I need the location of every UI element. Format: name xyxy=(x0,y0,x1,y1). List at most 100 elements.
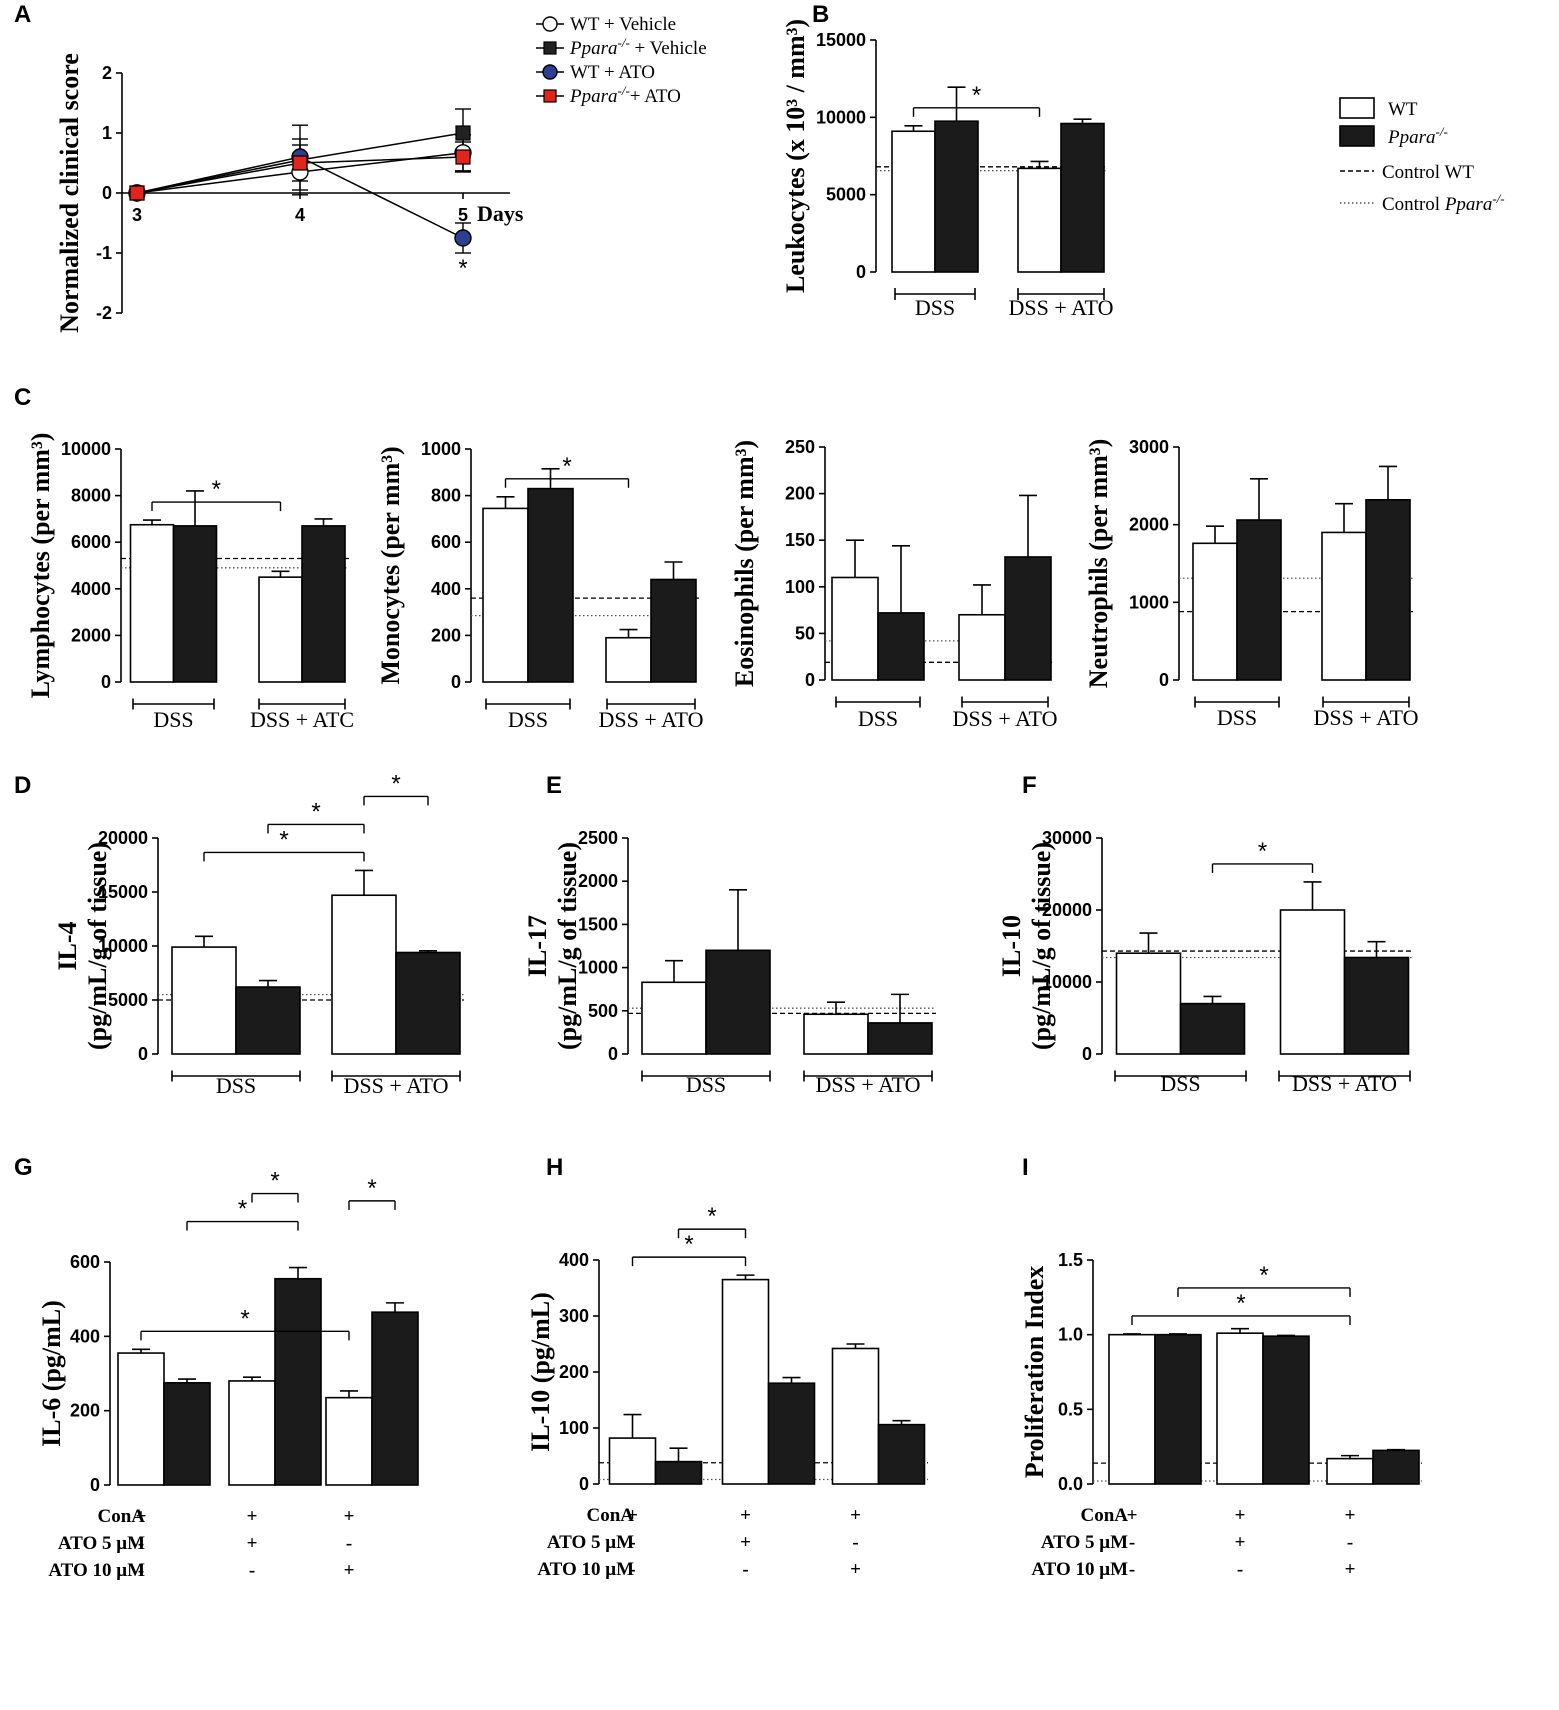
x-tick-label: 4 xyxy=(295,205,305,225)
panel-letter: C xyxy=(14,384,31,411)
category-label: DSS xyxy=(216,1073,256,1098)
y-tick-label: 10000 xyxy=(61,439,111,459)
y-tick-label: 500 xyxy=(588,1001,618,1021)
legend-label: Ppara-/-+ ATO xyxy=(569,83,681,108)
y-tick-label: 20000 xyxy=(98,828,148,848)
bar-ppara-ko xyxy=(527,487,574,683)
significance-star: * xyxy=(279,826,288,853)
y-tick-label: 30000 xyxy=(1042,828,1092,848)
condition-value: + xyxy=(247,1533,258,1554)
y-tick-label: 1000 xyxy=(421,439,461,459)
panel-letter: F xyxy=(1022,772,1037,799)
y-tick-label: 0 xyxy=(102,183,112,203)
category-label: DSS + ATO xyxy=(1292,1071,1397,1096)
y-axis-label: Neutrophils (per mm³) xyxy=(1084,439,1113,689)
y-tick-label: 6000 xyxy=(71,532,111,552)
y-tick-label: 150 xyxy=(785,530,815,550)
y-tick-label: 0.5 xyxy=(1058,1399,1083,1419)
bar-ppara-ko xyxy=(1236,519,1282,681)
y-tick-label: 15000 xyxy=(98,882,148,902)
significance-star: * xyxy=(391,770,400,797)
significance-star: * xyxy=(684,1231,693,1258)
bar-ppara-ko xyxy=(235,986,301,1055)
y-tick-label: 0 xyxy=(451,672,461,692)
significance-star: * xyxy=(458,255,467,282)
condition-value: + xyxy=(344,1506,355,1527)
y-tick-label: 0 xyxy=(90,1475,100,1495)
bar-wt xyxy=(641,981,707,1055)
y-axis-label: IL-10 xyxy=(997,915,1026,977)
bar-wt xyxy=(721,1278,770,1485)
bar-wt xyxy=(1192,542,1238,681)
bar-ppara-ko xyxy=(705,949,771,1055)
condition-value: + xyxy=(1235,1505,1246,1526)
significance-star: * xyxy=(972,82,981,109)
significance-star: * xyxy=(1259,1262,1268,1289)
legend-marker xyxy=(542,64,558,80)
panel-a: 2 1 0 -1 -2 3 4 5 Days Normalized clinical score * xyxy=(55,53,524,333)
y-tick-label: 0 xyxy=(856,262,866,282)
condition-value: - xyxy=(1237,1559,1243,1580)
y-tick-label: 3000 xyxy=(1129,437,1169,457)
bar-wt xyxy=(258,576,303,683)
legend-label-part: Ppara xyxy=(1387,127,1436,148)
legend-swatch-ko xyxy=(1339,125,1375,147)
panel-letter: E xyxy=(546,772,562,799)
bar-ppara-ko xyxy=(877,612,925,681)
legend-label-part: Ppara xyxy=(1444,194,1493,215)
bar-wt xyxy=(228,1380,276,1486)
category-label: DSS + ATO xyxy=(599,707,704,732)
y-tick-label: 10000 xyxy=(98,936,148,956)
category-label: DSS xyxy=(686,1072,726,1097)
y-tick-label: -1 xyxy=(96,243,112,263)
panel-c2: 0 200 400 600 800 1000 Monocytes (per mm³) DSS D… xyxy=(376,439,703,732)
y-tick-label: 400 xyxy=(431,579,461,599)
condition-label: ATO 5 μM xyxy=(547,1532,634,1553)
y-tick-label: 0 xyxy=(579,1474,589,1494)
y-tick-label: 100 xyxy=(785,577,815,597)
bar-wt xyxy=(831,1347,880,1485)
y-tick-label: 8000 xyxy=(71,486,111,506)
y-tick-label: 200 xyxy=(559,1362,589,1382)
bar-ppara-ko xyxy=(1262,1335,1310,1485)
legend-label-ko: Ppara-/- xyxy=(1387,124,1448,149)
y-tick-label: 1000 xyxy=(1129,592,1169,612)
condition-value: + xyxy=(136,1506,147,1527)
bar-wt xyxy=(1216,1332,1264,1485)
x-tick-label: 5 xyxy=(458,205,468,225)
y-tick-label: -2 xyxy=(96,303,112,323)
legend-marker xyxy=(542,16,558,32)
panel-c1: 0 2000 4000 6000 8000 10000 Lymphocytes (per m… xyxy=(26,433,354,732)
legend-marker xyxy=(543,41,557,55)
legend-label-part: -/- xyxy=(618,83,630,98)
bar-wt xyxy=(1017,167,1062,273)
bar-ppara-ko xyxy=(163,1381,211,1486)
bar-wt xyxy=(1279,909,1346,1055)
significance-star: * xyxy=(707,1203,716,1230)
panel-letter: D xyxy=(14,772,31,799)
y-tick-label: 300 xyxy=(559,1306,589,1326)
condition-value: + xyxy=(740,1505,751,1526)
panel-letter: A xyxy=(14,1,31,28)
category-label: DSS xyxy=(153,707,193,732)
bar-wt xyxy=(1321,531,1367,681)
y-tick-label: 5000 xyxy=(108,990,148,1010)
bar-wt xyxy=(803,1013,869,1055)
bar-ppara-ko xyxy=(172,525,218,683)
legend-label-control-ko: Control Ppara-/- xyxy=(1382,191,1505,216)
bar-ppara-ko xyxy=(650,578,697,683)
data-point xyxy=(455,149,471,165)
y-axis-label: Eosinophils (per mm³) xyxy=(730,440,759,687)
condition-value: - xyxy=(138,1560,144,1581)
y-tick-label: 2 xyxy=(102,63,112,83)
panel-b: 0 5000 10000 15000 Leukocytes (x 10³ / mm³) D… xyxy=(781,19,1113,320)
legend-label-part: + ATO xyxy=(630,86,681,107)
y-tick-label: 1.5 xyxy=(1058,1250,1083,1270)
bar-wt xyxy=(831,576,879,681)
legend-label-part: Ppara xyxy=(569,86,618,107)
y-tick-label: 400 xyxy=(559,1250,589,1270)
category-label: DSS + ATO xyxy=(816,1072,921,1097)
significance-star: * xyxy=(562,453,571,480)
